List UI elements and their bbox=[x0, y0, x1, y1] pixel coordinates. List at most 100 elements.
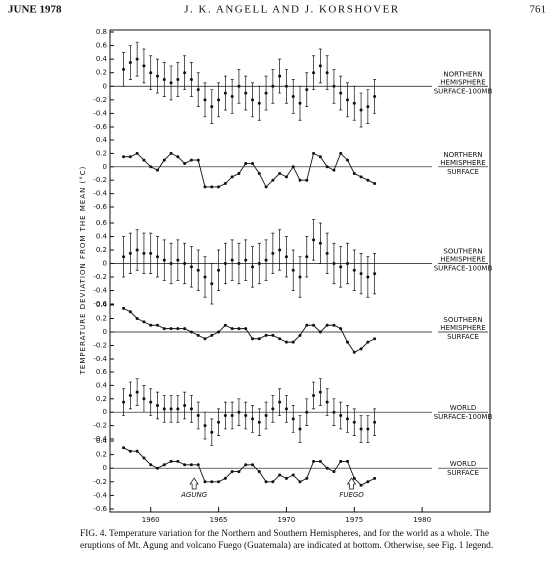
data-point bbox=[284, 476, 288, 480]
data-point bbox=[162, 327, 166, 331]
y-tick-label: -0.4 bbox=[93, 491, 107, 499]
data-point bbox=[128, 449, 132, 453]
data-point bbox=[359, 108, 363, 112]
data-point bbox=[339, 151, 343, 155]
x-tick-label: 1960 bbox=[142, 516, 160, 524]
data-point bbox=[257, 470, 261, 474]
data-point bbox=[298, 427, 302, 431]
panel-label: NORTHERN bbox=[443, 151, 482, 159]
data-point bbox=[244, 91, 248, 95]
data-point bbox=[122, 446, 126, 450]
data-point bbox=[183, 262, 187, 265]
data-point bbox=[373, 337, 377, 341]
data-point bbox=[257, 337, 261, 341]
data-point bbox=[217, 480, 221, 484]
data-point bbox=[325, 251, 329, 255]
data-point bbox=[217, 98, 221, 102]
y-tick-label: -0.4 bbox=[93, 355, 107, 363]
data-point bbox=[325, 71, 329, 75]
y-tick-label: 0 bbox=[103, 82, 107, 90]
data-point bbox=[318, 459, 322, 463]
panel-label: NORTHERN bbox=[443, 70, 482, 78]
data-point bbox=[373, 182, 377, 186]
y-tick-label: 0.4 bbox=[96, 301, 108, 309]
data-point bbox=[278, 337, 282, 341]
plot-frame bbox=[109, 29, 491, 513]
data-point bbox=[305, 178, 309, 182]
panel-label: HEMISPHERE bbox=[440, 324, 485, 332]
data-point bbox=[359, 272, 363, 276]
data-point bbox=[223, 262, 227, 265]
data-point bbox=[196, 158, 200, 162]
y-tick-label: 0.4 bbox=[96, 381, 108, 389]
data-point bbox=[135, 57, 139, 61]
data-point bbox=[278, 172, 282, 175]
data-point bbox=[230, 175, 234, 179]
x-tick-label: 1970 bbox=[278, 516, 296, 524]
data-point bbox=[162, 258, 166, 262]
data-point bbox=[189, 78, 193, 81]
data-point bbox=[257, 172, 261, 175]
data-point bbox=[189, 158, 193, 162]
data-point bbox=[162, 78, 166, 81]
panel-label: HEMISPHERE bbox=[440, 256, 485, 264]
data-point bbox=[196, 463, 200, 467]
data-point bbox=[278, 74, 282, 78]
data-point bbox=[291, 165, 295, 169]
data-point bbox=[230, 94, 234, 98]
data-point bbox=[332, 168, 336, 172]
panel-label: SURFACE-100MB bbox=[434, 87, 493, 95]
y-tick-label: -0.2 bbox=[93, 96, 107, 104]
data-point bbox=[271, 480, 275, 484]
data-point bbox=[156, 466, 159, 470]
y-tick-label: -0.4 bbox=[93, 109, 107, 117]
data-point bbox=[223, 323, 227, 327]
data-point bbox=[366, 105, 370, 109]
data-point bbox=[176, 407, 180, 411]
y-tick-label: -0.2 bbox=[93, 176, 107, 184]
running-head-authors: J. K. ANGELL AND J. KORSHOVER bbox=[184, 4, 399, 16]
data-point bbox=[325, 165, 329, 169]
data-point bbox=[169, 407, 173, 411]
data-point bbox=[203, 480, 207, 484]
panel-label: SURFACE-100MB bbox=[434, 413, 493, 421]
data-point bbox=[352, 350, 356, 354]
y-axis-title: TEMPERATURE DEVIATION FROM THE MEAN (°C) bbox=[79, 166, 87, 376]
panel-label: SURFACE bbox=[447, 333, 479, 341]
data-point bbox=[325, 400, 329, 404]
data-point bbox=[264, 414, 268, 418]
data-point bbox=[312, 323, 316, 327]
data-point bbox=[149, 400, 153, 404]
data-point bbox=[162, 407, 166, 411]
data-point bbox=[278, 248, 282, 252]
data-point bbox=[366, 178, 370, 182]
data-point bbox=[298, 333, 302, 337]
panel-label: SURFACE-100MB bbox=[434, 265, 493, 273]
data-point bbox=[183, 161, 187, 165]
data-point bbox=[142, 158, 146, 162]
data-point bbox=[135, 449, 139, 453]
data-point bbox=[142, 320, 146, 324]
data-point bbox=[271, 178, 275, 182]
data-point bbox=[305, 476, 309, 480]
data-point bbox=[237, 410, 241, 414]
y-tick-label: 0 bbox=[103, 328, 107, 336]
data-point bbox=[244, 258, 248, 262]
data-point bbox=[237, 470, 241, 474]
data-point bbox=[210, 333, 214, 337]
data-point bbox=[305, 88, 309, 92]
y-tick-label: 0 bbox=[103, 163, 107, 171]
data-point bbox=[332, 410, 336, 414]
data-point bbox=[318, 64, 322, 68]
data-point bbox=[135, 317, 139, 320]
data-point bbox=[257, 262, 261, 265]
data-point bbox=[339, 91, 343, 95]
data-point bbox=[251, 463, 254, 467]
data-point bbox=[122, 255, 126, 259]
y-tick-label: 0.6 bbox=[96, 42, 108, 50]
data-point bbox=[366, 480, 370, 484]
y-tick-label: -0.4 bbox=[93, 435, 107, 443]
data-point bbox=[284, 407, 288, 411]
data-point bbox=[176, 459, 180, 463]
panel-label: WORLD bbox=[450, 404, 477, 412]
